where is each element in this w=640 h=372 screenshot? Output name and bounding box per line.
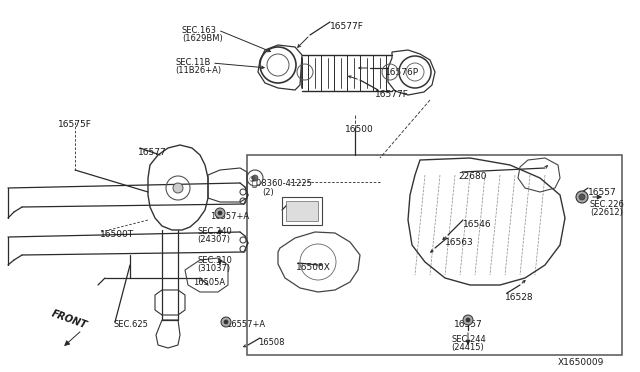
Circle shape xyxy=(466,318,470,322)
Circle shape xyxy=(579,194,585,200)
Text: (24307): (24307) xyxy=(197,235,230,244)
Text: 16577F: 16577F xyxy=(375,90,409,99)
Text: FRONT: FRONT xyxy=(50,309,88,331)
Text: (2): (2) xyxy=(262,188,274,197)
Text: X1650009: X1650009 xyxy=(558,358,604,367)
Text: 16508: 16508 xyxy=(258,338,285,347)
Text: 16563: 16563 xyxy=(445,238,474,247)
Circle shape xyxy=(221,317,231,327)
Text: 16577F: 16577F xyxy=(330,22,364,31)
Text: ⑤: ⑤ xyxy=(248,174,255,183)
Text: 22680: 22680 xyxy=(458,172,486,181)
Text: SEC.226: SEC.226 xyxy=(590,200,625,209)
Text: (22612): (22612) xyxy=(590,208,623,217)
Circle shape xyxy=(215,208,225,218)
Circle shape xyxy=(252,175,258,181)
Circle shape xyxy=(218,211,222,215)
Bar xyxy=(282,197,322,225)
Text: 16557: 16557 xyxy=(588,188,617,197)
Text: (31037): (31037) xyxy=(197,264,230,273)
Text: (1629BM): (1629BM) xyxy=(182,34,223,43)
Text: (24415): (24415) xyxy=(451,343,484,352)
Text: 16557+A: 16557+A xyxy=(226,320,265,329)
Text: 16528: 16528 xyxy=(505,293,534,302)
Text: 倈08360-41225: 倈08360-41225 xyxy=(252,178,313,187)
Circle shape xyxy=(224,320,228,324)
Text: 16500X: 16500X xyxy=(296,263,331,272)
Text: 16526: 16526 xyxy=(287,205,316,214)
Bar xyxy=(286,201,318,221)
Text: 16500: 16500 xyxy=(345,125,374,134)
Text: 16575F: 16575F xyxy=(58,120,92,129)
Text: SEC.625: SEC.625 xyxy=(113,320,148,329)
Text: SEC.244: SEC.244 xyxy=(451,335,486,344)
Text: 16546: 16546 xyxy=(463,220,492,229)
Text: SEC.163: SEC.163 xyxy=(182,26,217,35)
Text: 16505A: 16505A xyxy=(193,278,225,287)
Text: 16500T: 16500T xyxy=(100,230,134,239)
Circle shape xyxy=(576,191,588,203)
Text: 16576P: 16576P xyxy=(385,68,419,77)
Bar xyxy=(247,155,622,355)
Circle shape xyxy=(173,183,183,193)
Text: SEC.11B: SEC.11B xyxy=(175,58,211,67)
Text: 16557+A: 16557+A xyxy=(210,212,249,221)
Text: 16577: 16577 xyxy=(138,148,167,157)
Text: SEC.240: SEC.240 xyxy=(197,227,232,236)
Text: 16557: 16557 xyxy=(454,320,483,329)
Text: (11B26+A): (11B26+A) xyxy=(175,66,221,75)
Text: SEC.310: SEC.310 xyxy=(197,256,232,265)
Circle shape xyxy=(463,315,473,325)
